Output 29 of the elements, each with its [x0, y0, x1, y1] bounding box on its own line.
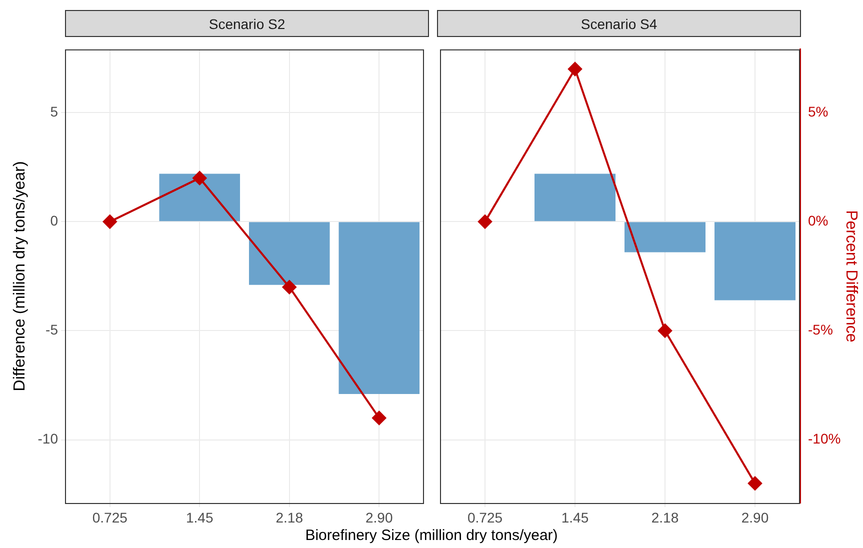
x-tick-label: 2.18: [651, 509, 679, 526]
y2-tick-label: -10%: [808, 430, 841, 447]
chart-title: Scenario S4: [437, 10, 801, 37]
point: [748, 476, 762, 490]
y-axis-title: Difference (million dry tons/year): [11, 161, 28, 392]
y-tick-label: 5: [50, 104, 58, 120]
x-axis-title: Biorefinery Size (million dry tons/year): [304, 527, 559, 544]
point: [478, 214, 492, 229]
y2-axis-title: Percent Difference: [842, 210, 860, 342]
y2-tick-label: 5%: [808, 104, 828, 120]
point: [282, 280, 296, 294]
x-tick-label: 0.725: [467, 509, 503, 526]
x-tick-label: 1.45: [561, 509, 589, 526]
point: [658, 324, 672, 338]
x-tick-label: 2.90: [741, 509, 769, 526]
point: [372, 410, 386, 425]
y-tick-label: 0: [50, 212, 58, 229]
point: [192, 171, 207, 186]
chart-title: Scenario S2: [65, 10, 429, 37]
point: [102, 214, 117, 229]
point: [568, 62, 582, 76]
x-tick-label: 2.18: [276, 509, 304, 526]
x-tick-label: 2.90: [366, 509, 393, 526]
x-tick-label: 1.45: [186, 509, 214, 526]
x-tick-label: 0.725: [92, 509, 128, 526]
y2-tick-label: 0%: [808, 212, 828, 229]
y-tick-label: -10: [38, 430, 58, 447]
y2-tick-label: -5%: [808, 322, 833, 338]
y-tick-label: -5: [46, 322, 58, 338]
